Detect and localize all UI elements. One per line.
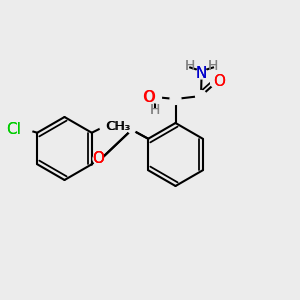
Text: O: O — [142, 90, 154, 105]
Circle shape — [211, 77, 221, 88]
Text: H: H — [149, 103, 160, 117]
Text: CH₃: CH₃ — [105, 120, 130, 133]
Circle shape — [196, 91, 206, 101]
Text: O: O — [213, 74, 225, 88]
Text: N: N — [196, 66, 207, 81]
Circle shape — [95, 155, 102, 162]
Text: H: H — [208, 59, 218, 73]
Text: Cl: Cl — [6, 122, 21, 137]
Text: O: O — [92, 151, 104, 166]
Circle shape — [128, 126, 135, 133]
Circle shape — [21, 124, 32, 134]
Circle shape — [100, 121, 111, 132]
Text: H: H — [149, 103, 160, 117]
Text: H: H — [185, 59, 195, 73]
Circle shape — [93, 153, 104, 164]
Text: O: O — [143, 90, 155, 105]
Text: Cl: Cl — [6, 122, 21, 137]
Text: H: H — [185, 59, 195, 73]
Text: O: O — [92, 151, 104, 166]
Circle shape — [151, 92, 161, 103]
Text: H: H — [208, 59, 218, 73]
Circle shape — [196, 68, 207, 79]
Text: O: O — [92, 151, 104, 166]
Text: O: O — [213, 74, 225, 88]
Circle shape — [170, 94, 181, 104]
Text: N: N — [196, 66, 207, 81]
Text: CH₃: CH₃ — [106, 120, 130, 133]
